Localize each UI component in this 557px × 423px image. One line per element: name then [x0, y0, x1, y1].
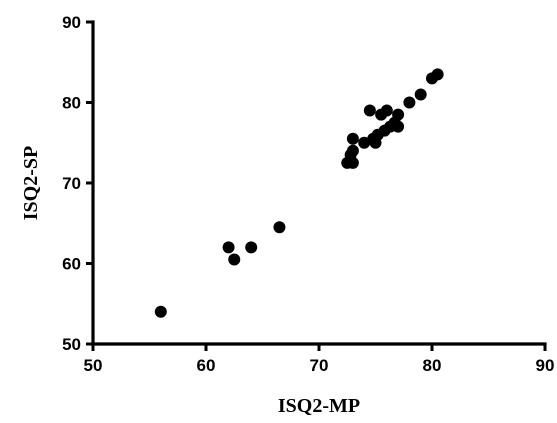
data-point — [273, 221, 286, 234]
data-point — [346, 144, 359, 157]
x-tick-label: 80 — [423, 356, 442, 375]
y-tick-label: 60 — [62, 255, 81, 274]
data-point — [358, 136, 371, 149]
data-point — [431, 68, 444, 81]
data-point — [414, 88, 427, 101]
y-tick-label: 70 — [62, 174, 81, 193]
data-point — [403, 96, 416, 109]
y-axis-title: ISQ2-SP — [20, 146, 42, 220]
data-point — [392, 120, 405, 133]
points-layer — [154, 68, 444, 318]
data-point — [154, 305, 167, 318]
data-point — [245, 241, 258, 254]
x-tick-label: 90 — [536, 356, 555, 375]
data-point — [363, 104, 376, 117]
x-tick-label: 60 — [197, 356, 216, 375]
x-tick-label: 70 — [310, 356, 329, 375]
y-tick-label: 80 — [62, 94, 81, 113]
y-axis-ticks: 50 60 70 80 90 — [62, 13, 93, 354]
data-point — [392, 108, 405, 121]
x-tick-label: 50 — [84, 356, 103, 375]
data-point — [380, 104, 393, 117]
data-point — [228, 253, 241, 266]
y-tick-label: 90 — [62, 13, 81, 32]
data-point — [346, 132, 359, 145]
x-axis-title: ISQ2-MP — [278, 395, 360, 417]
y-tick-label: 50 — [62, 335, 81, 354]
x-axis-ticks: 50 60 70 80 90 — [84, 344, 555, 375]
axis-lines — [91, 20, 547, 346]
data-point — [222, 241, 235, 254]
data-point — [346, 156, 359, 169]
